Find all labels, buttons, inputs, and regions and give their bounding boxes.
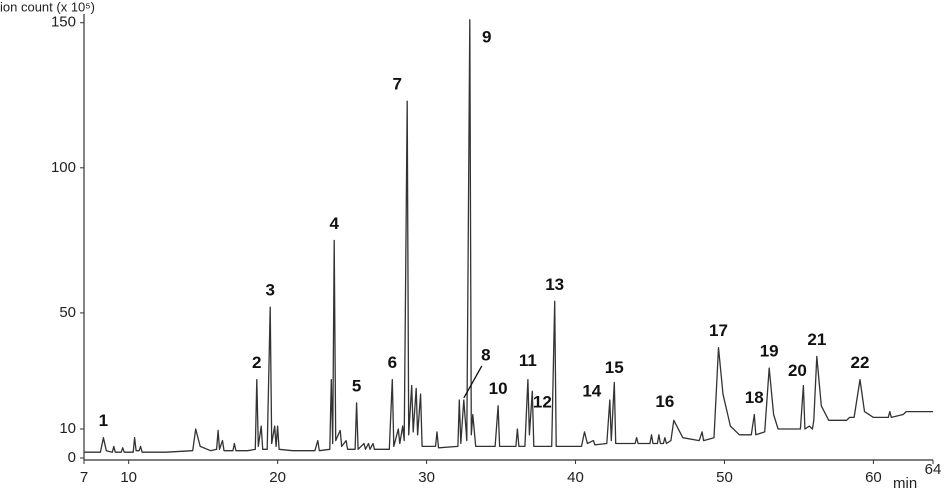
trace <box>84 19 933 453</box>
x-tick-label: 64 <box>925 461 942 478</box>
y-tick-label: 10 <box>59 420 76 437</box>
peak-label: 10 <box>489 379 508 398</box>
x-tick-label: 20 <box>269 469 286 486</box>
peak-label: 12 <box>533 393 552 412</box>
peak-label: 9 <box>482 27 491 46</box>
leader-line <box>463 365 483 399</box>
peak-label: 19 <box>760 342 779 361</box>
y-tick-label: 0 <box>68 449 76 466</box>
peak-label: 13 <box>545 275 564 294</box>
x-tick-label: 30 <box>418 469 435 486</box>
x-tick-label: 50 <box>716 469 733 486</box>
y-tick-label: 150 <box>51 14 76 31</box>
peak-label: 17 <box>709 321 728 340</box>
y-axis-label: ion count (x 10⁵) <box>0 0 95 14</box>
peak-label: 18 <box>745 388 764 407</box>
peak-label: 2 <box>252 353 261 372</box>
peak-label: 8 <box>481 345 490 364</box>
peak-label: 1 <box>99 411 108 430</box>
peak-label: 16 <box>655 392 674 411</box>
peak-label: 20 <box>788 361 807 380</box>
peak-label: 15 <box>605 358 624 377</box>
peak-label: 14 <box>582 381 601 400</box>
peak-label: 22 <box>851 353 870 372</box>
peak-label: 5 <box>352 376 361 395</box>
y-tick-label: 50 <box>59 304 76 321</box>
peak-label: 6 <box>388 353 397 372</box>
peak-label: 11 <box>519 351 537 370</box>
x-tick-label: 7 <box>80 469 88 486</box>
peak-label: 3 <box>265 281 274 300</box>
peak-label: 4 <box>329 214 339 233</box>
x-tick-label: 10 <box>120 469 137 486</box>
x-tick-label: 60 <box>865 469 882 486</box>
x-axis-label: min <box>893 475 917 492</box>
peak-label: 21 <box>807 330 826 349</box>
y-tick-label: 100 <box>51 159 76 176</box>
peak-label: 7 <box>392 75 401 94</box>
x-tick-label: 40 <box>567 469 584 486</box>
